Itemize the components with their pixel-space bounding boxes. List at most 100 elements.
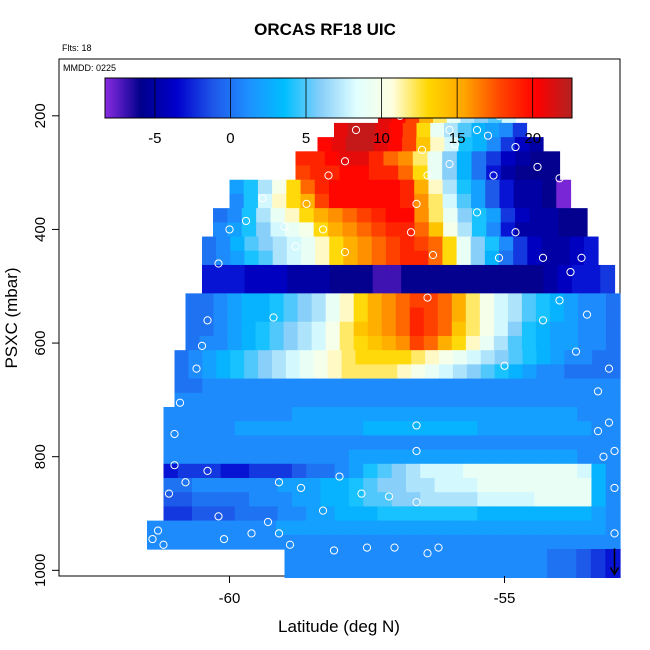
heatmap-cell: [247, 520, 263, 536]
heatmap-cell: [561, 563, 577, 579]
heatmap-cell: [343, 250, 359, 266]
heatmap-cell: [273, 264, 288, 280]
flight-point: [445, 125, 454, 135]
heatmap-cell: [163, 449, 179, 465]
heatmap-cell: [414, 179, 430, 195]
heatmap-cell: [273, 279, 288, 294]
heatmap-cell: [353, 321, 369, 337]
heatmap-cell: [192, 406, 207, 422]
heatmap-cell: [381, 321, 397, 337]
heatmap-cell: [381, 307, 397, 323]
heatmap-cell: [339, 307, 355, 323]
flight-point: [258, 194, 267, 203]
heatmap-cell: [300, 193, 316, 209]
heatmap-cell: [543, 208, 559, 223]
heatmap-cell: [472, 264, 488, 280]
heatmap-cell: [520, 463, 536, 479]
heatmap-cell: [543, 222, 559, 238]
heatmap-cell: [477, 449, 493, 465]
x-axis-ticks: -60 -55: [219, 576, 515, 607]
flight-point: [604, 418, 614, 427]
heatmap-cell: [391, 406, 407, 422]
heatmap-cell: [383, 350, 398, 365]
heatmap-cell: [428, 250, 444, 266]
flight-point: [538, 253, 548, 262]
y-tick-label: 600: [32, 331, 49, 356]
heatmap-cell: [244, 250, 260, 266]
heatmap-cell: [327, 392, 343, 408]
heatmap-cell: [557, 264, 573, 280]
heatmap-cell: [334, 463, 350, 479]
colorbar-tick-label: 0: [226, 130, 234, 147]
heatmap-cell: [287, 279, 303, 294]
heatmap-cell: [400, 179, 415, 195]
heatmap-cell: [578, 378, 593, 394]
heatmap-cell: [317, 137, 333, 152]
heatmap-cell: [353, 293, 369, 309]
heatmap-cell: [562, 435, 578, 451]
heatmap-cell: [220, 492, 236, 507]
heatmap-cell: [591, 492, 607, 507]
heatmap-cell: [507, 307, 523, 323]
heatmap-cell: [406, 506, 421, 522]
heatmap-cell: [227, 293, 243, 309]
heatmap-cell: [521, 335, 537, 351]
heatmap-cell: [437, 293, 453, 309]
heatmap-cell: [328, 549, 344, 564]
heatmap-cell: [428, 222, 444, 238]
heatmap-cell: [534, 463, 550, 479]
heatmap-cell: [372, 549, 388, 564]
heatmap-cell: [397, 350, 412, 365]
heatmap-cell: [334, 122, 349, 138]
heatmap-cell: [320, 478, 336, 493]
heatmap-cell: [261, 520, 277, 536]
heatmap-cell: [499, 193, 515, 209]
heatmap-cell: [577, 478, 593, 493]
heatmap-cell: [488, 549, 504, 564]
heatmap-cell: [313, 350, 329, 365]
heatmap-cell: [372, 279, 388, 294]
heatmap-cell: [286, 236, 302, 252]
heatmap-cell: [499, 122, 514, 138]
flight-point: [340, 157, 350, 166]
heatmap-cell: [277, 478, 293, 493]
heatmap-cell: [505, 520, 521, 536]
flight-note: Flts: 18: [62, 43, 92, 53]
heatmap-cell: [577, 406, 593, 422]
heatmap-cell: [591, 321, 607, 337]
heatmap-cell: [272, 193, 287, 209]
heatmap-cell: [256, 222, 272, 238]
flight-point: [500, 361, 509, 370]
heatmap-cell: [590, 563, 607, 579]
heatmap-cell: [243, 193, 259, 209]
heatmap-cell: [283, 321, 299, 337]
heatmap-cell: [592, 350, 607, 365]
heatmap-cell: [415, 264, 431, 280]
flight-point: [610, 483, 619, 493]
heatmap-cell: [390, 520, 406, 536]
flight-point: [489, 171, 498, 180]
heatmap-cell: [199, 321, 215, 337]
heatmap-cell: [315, 236, 330, 252]
heatmap-cell: [479, 321, 495, 337]
heatmap-cell: [341, 378, 357, 394]
heatmap-cell: [391, 421, 407, 436]
heatmap-cell: [583, 236, 599, 252]
heatmap-cell: [592, 364, 607, 380]
y-axis-ticks: 200 400 600 800 1000: [32, 103, 59, 587]
heatmap-cell: [284, 549, 300, 564]
heatmap-cell: [548, 449, 564, 465]
heatmap-cell: [163, 421, 179, 436]
heatmap-cell: [297, 321, 313, 337]
heatmap-cell: [505, 463, 521, 479]
heatmap-cell: [283, 293, 299, 309]
heatmap-cell: [562, 492, 578, 507]
heatmap-cell: [548, 520, 564, 536]
heatmap-cell: [353, 335, 369, 351]
heatmap-cell: [383, 151, 399, 167]
heatmap-cell: [320, 492, 336, 507]
heatmap-cell: [271, 392, 287, 408]
y-tick-label: 400: [32, 217, 49, 242]
heatmap-cell: [163, 435, 179, 451]
heatmap-cell: [430, 137, 445, 152]
